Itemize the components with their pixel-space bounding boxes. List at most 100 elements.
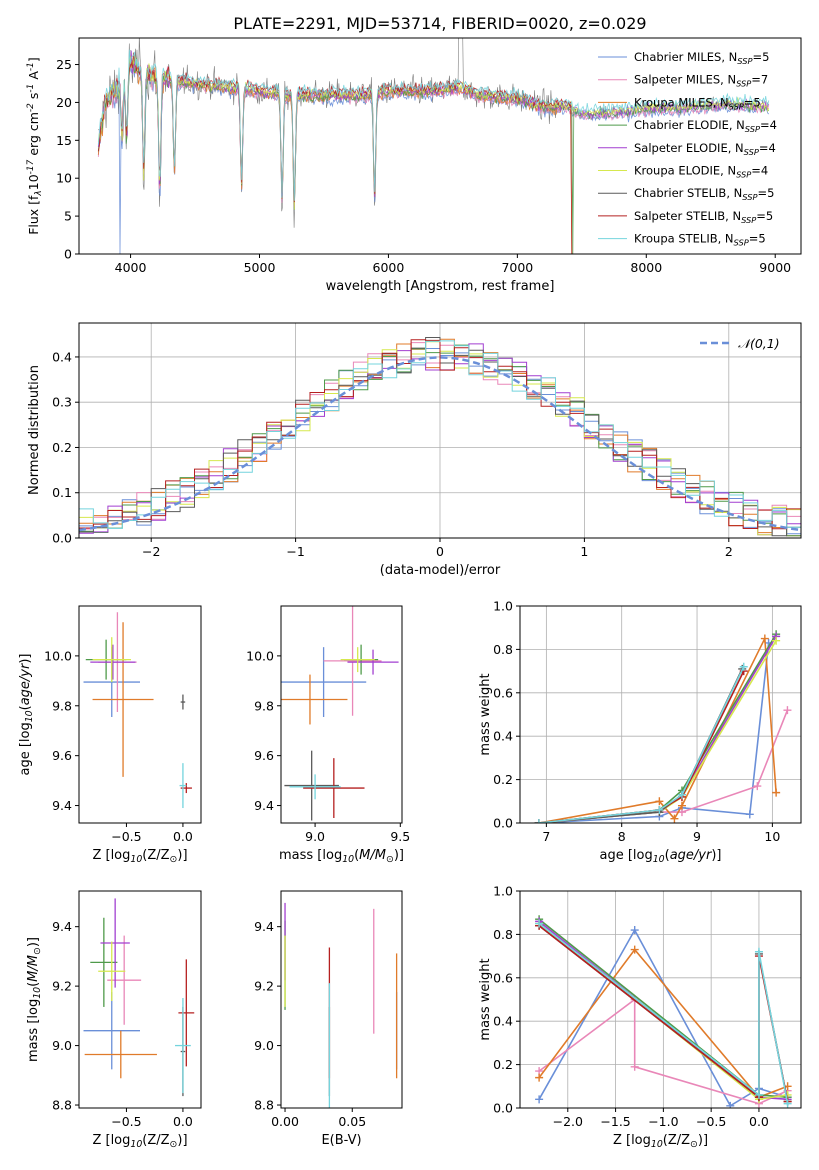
y-tick-label: 5 [64,209,72,224]
y-tick-label: 9.2 [52,979,72,994]
y-tick-label: 0 [64,247,72,262]
chart-spectrum: 4000 5000 6000 7000 8000 9000 0 5 10 15 20 25 wavele… [26,37,802,294]
legend-label: Salpeter MILES, NSSP=7 [634,73,768,89]
y-tick-label: 0.0 [493,1101,513,1116]
weight-point-marker [753,782,762,791]
x-tick-label: 9.5 [390,829,410,844]
chart-Z_mass: −0.5 0.0 8.8 9.0 9.2 9.4 Z [log10(Z/Z⊙)] mass [… [26,890,202,1150]
weight-point-marker [783,706,792,715]
y-tick-label: 9.4 [52,798,72,813]
weight-point-marker [783,1099,792,1108]
x-tick-label: −0.5 [111,829,141,844]
weight-point-marker [535,919,544,928]
weight-series-line [538,640,777,823]
chart-Z_weight: −2.0 −1.5 −1.0 −0.5 0.0 0.0 0.2 0.4 0.6 0.8 1.0 Z [… [478,884,802,1150]
plot-area [534,630,792,823]
x-tick-label: 9.0 [305,829,325,844]
y-tick-label: 0.6 [493,685,513,700]
y-axis-label: age [log10(age/yr)] [18,653,35,775]
x-tick-label: 7 [542,829,550,844]
x-axis-label: Z [log10(Z/Z⊙)] [92,1133,187,1150]
axes-frame [78,37,802,255]
weight-point-marker [754,947,763,956]
y-tick-label: 10.0 [246,648,274,663]
y-tick-label: 0.2 [493,772,513,787]
legend-label: Kroupa ELODIE, NSSP=4 [634,164,768,180]
y-tick-label: 8.8 [254,1098,274,1113]
x-tick-label: 4000 [115,260,147,275]
weight-point-marker [535,1095,544,1104]
x-tick-label: −0.5 [111,1114,141,1129]
weight-point-marker [677,801,686,810]
x-tick-label: 0 [436,544,444,559]
normal-reference-curve [79,356,801,532]
y-tick-label: 0.8 [493,642,513,657]
legend-label: 𝒩(0,1) [738,336,780,351]
legend-label: Chabrier MILES, NSSP=5 [634,50,769,66]
y-tick-label: 0.0 [493,816,513,831]
weight-series-line [538,948,788,1099]
x-tick-label: 0.0 [749,1114,769,1129]
x-tick-label: −2 [142,544,160,559]
weight-point-marker [726,1101,735,1108]
x-tick-label: −0.5 [696,1114,726,1129]
y-tick-label: 9.4 [254,919,274,934]
chart-residual_hist: −2 −1 0 1 2 0.0 0.1 0.2 0.3 0.4 (data-model)/error… [27,322,802,578]
weight-point-marker [745,810,754,819]
y-tick-label: 10 [56,171,72,186]
plot-area [83,612,192,809]
weight-series-line [538,635,777,823]
weight-point-marker [630,926,639,935]
y-tick-label: 10.0 [44,648,72,663]
weight-point-marker [534,819,543,823]
y-tick-label: 9.8 [52,698,72,713]
x-tick-label: 1 [580,544,588,559]
legend-label: Chabrier ELODIE, NSSP=4 [634,118,777,134]
y-tick-label: 0.4 [52,349,72,364]
weight-point-marker [772,788,781,797]
weight-point-marker [655,797,664,806]
axes-frame [519,890,802,1109]
x-tick-label: 9 [693,829,701,844]
spectrum-model-line [97,49,770,201]
weight-series-line [538,642,770,823]
y-tick-label: 1.0 [493,599,513,614]
chart-EBV_mass: 0.00 0.05 8.8 9.0 9.2 9.4 E(B-V) [254,890,403,1148]
y-tick-label: 9.4 [52,919,72,934]
weight-point-marker [630,1062,639,1071]
y-tick-label: 9.4 [254,798,274,813]
weight-series-line [538,635,777,823]
legend-spectrum: Chabrier MILES, NSSP=5 Salpeter MILES, NS… [598,50,777,248]
weight-point-marker [655,805,664,814]
plot-area [79,337,801,537]
y-tick-label: 8.8 [52,1098,72,1113]
x-tick-label: 8000 [630,260,662,275]
y-axis-label: Flux [fλ10-17 erg cm-2 s-1 A-1] [26,57,44,235]
y-tick-label: 0.1 [52,485,72,500]
y-axis-label: mass [log10(M/M⊙)] [26,937,43,1062]
weight-point-marker [772,636,781,645]
weight-point-marker [630,945,639,954]
x-tick-label: 2 [725,544,733,559]
x-tick-label: 0.00 [271,1114,299,1129]
weight-point-marker [754,1090,763,1099]
axes-frame [280,890,403,1109]
x-axis-label: Z [log10(Z/Z⊙)] [613,1133,708,1150]
x-tick-label: 8 [618,829,626,844]
plot-area [535,915,792,1108]
y-tick-label: 9.8 [254,698,274,713]
chart-Z_age: −0.5 0.0 9.4 9.6 9.8 10.0 Z [log10(Z/Z⊙)] age [… [18,605,202,865]
legend-label: Kroupa STELIB, NSSP=5 [634,232,766,248]
y-tick-label: 0.6 [493,970,513,985]
x-tick-label: 9000 [759,260,791,275]
x-tick-label: 5000 [244,260,276,275]
y-axis-label: Normed distribution [27,365,42,495]
y-tick-label: 0.0 [52,531,72,546]
x-axis-label: mass [log10(M/M⊙)] [279,848,404,865]
legend-label: Kroupa MILES, NSSP=5 [634,95,761,111]
y-tick-label: 0.4 [493,729,513,744]
y-tick-label: 0.2 [493,1057,513,1072]
weight-point-marker [535,1073,544,1082]
chart-mass_age: 9.0 9.5 9.4 9.6 9.8 10.0 mass [log10(M/M⊙)] [246,605,410,865]
